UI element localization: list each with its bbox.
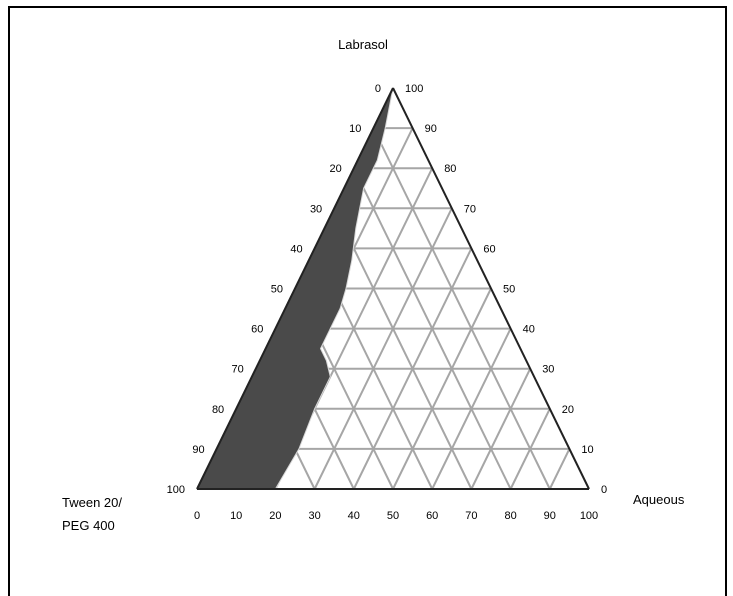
grid-line-aqueous-70: [470, 368, 532, 490]
grid-line-tween-10: [372, 127, 551, 490]
tween-peg-axis-label-line2: PEG 400: [62, 518, 115, 533]
grid-line-tween-30: [333, 207, 473, 490]
labrasol-axis-label: Labrasol: [338, 37, 388, 52]
tick-left-100: 100: [167, 484, 185, 496]
tick-bottom-60: 60: [426, 510, 438, 522]
tick-bottom-10: 10: [230, 510, 242, 522]
aqueous-axis-label: Aqueous: [633, 492, 685, 507]
tick-bottom-20: 20: [269, 510, 281, 522]
tick-right-70: 70: [464, 203, 476, 215]
tick-bottom-90: 90: [544, 510, 556, 522]
edge-right: [392, 87, 590, 490]
grid-line-aqueous-90: [548, 448, 571, 490]
tick-left-30: 30: [310, 203, 322, 215]
grid-line-aqueous-80: [509, 408, 551, 490]
tick-right-0: 0: [601, 484, 607, 496]
edge-left: [196, 87, 394, 490]
tick-right-10: 10: [581, 444, 593, 456]
tick-left-60: 60: [251, 324, 263, 336]
tick-left-80: 80: [212, 404, 224, 416]
tick-bottom-80: 80: [504, 510, 516, 522]
tick-right-80: 80: [444, 163, 456, 175]
grid-line-aqueous-30: [313, 207, 453, 490]
tween-peg-axis-label-line1: Tween 20/: [62, 495, 122, 510]
tick-bottom-40: 40: [348, 510, 360, 522]
tick-right-40: 40: [523, 324, 535, 336]
triangle-edges: [196, 87, 590, 490]
tick-left-90: 90: [192, 444, 204, 456]
tick-left-70: 70: [232, 364, 244, 376]
tick-left-0: 0: [375, 83, 381, 95]
tick-right-100: 100: [405, 83, 423, 95]
tick-right-30: 30: [542, 364, 554, 376]
tick-right-90: 90: [425, 123, 437, 135]
tick-bottom-30: 30: [308, 510, 320, 522]
tick-labels: 0 10 20 30 40 50 60 70 80 90 100010203040506070809…: [167, 83, 607, 522]
tick-bottom-70: 70: [465, 510, 477, 522]
tick-right-60: 60: [483, 243, 495, 255]
tick-left-10: 10: [349, 123, 361, 135]
tick-bottom-100: 100: [580, 510, 598, 522]
tick-bottom-0: 0: [194, 510, 200, 522]
grid-line-aqueous-60: [431, 328, 512, 490]
tick-left-40: 40: [290, 243, 302, 255]
tick-right-20: 20: [562, 404, 574, 416]
tick-right-50: 50: [503, 284, 515, 296]
tick-left-50: 50: [271, 284, 283, 296]
tick-bottom-50: 50: [387, 510, 399, 522]
tick-left-20: 20: [330, 163, 342, 175]
grid-line-aqueous-50: [392, 288, 492, 490]
